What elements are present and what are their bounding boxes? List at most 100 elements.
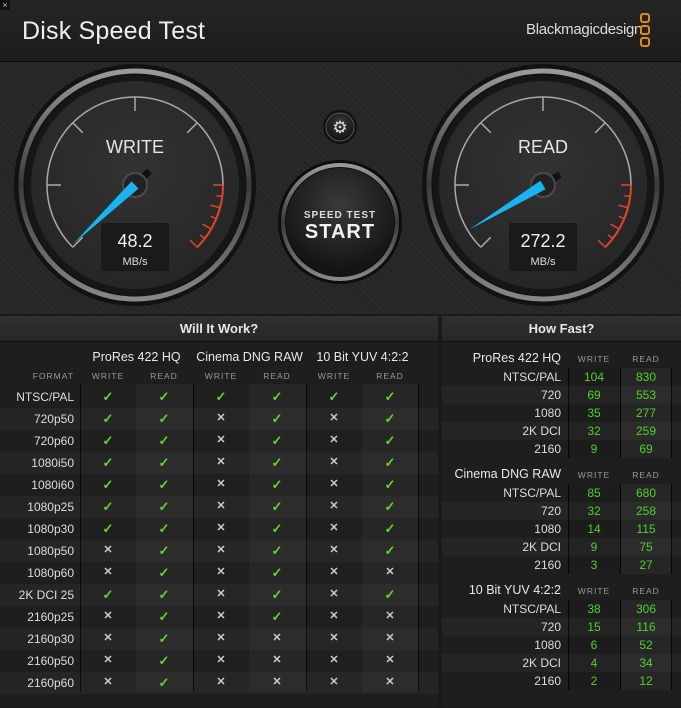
- how-fast-title: How Fast?: [442, 316, 681, 342]
- table-column-bg: [306, 384, 363, 692]
- cross-icon: ✕: [103, 610, 113, 622]
- write-fps: 35: [587, 406, 601, 420]
- read-fps: 258: [635, 504, 657, 518]
- check-icon: ✓: [158, 455, 170, 470]
- format-name: 2160p25: [27, 610, 74, 624]
- cross-icon: ✕: [103, 632, 113, 644]
- check-icon: ✓: [158, 433, 170, 448]
- check-icon: ✓: [102, 587, 114, 602]
- format-group-header: ProRes 422 HQ: [92, 350, 181, 364]
- check-icon: ✓: [328, 389, 340, 404]
- check-icon: ✓: [158, 631, 170, 646]
- check-icon: ✓: [158, 543, 170, 558]
- format-name: 720p60: [33, 434, 74, 448]
- format-name: 2160p60: [27, 676, 74, 690]
- check-icon: ✓: [271, 587, 283, 602]
- cross-icon: ✕: [329, 654, 339, 666]
- gauges-svg: WRITE 48.2 MB/s READ 272.2 MB/s ⚙ SPEED TEST…: [14, 64, 664, 306]
- read-fps: 75: [639, 540, 653, 554]
- codec-name: 10 Bit YUV 4:2:2: [468, 583, 561, 597]
- write-fps: 4: [590, 656, 598, 670]
- codec-name: Cinema DNG RAW: [454, 467, 562, 481]
- check-icon: ✓: [102, 389, 114, 404]
- table-column-bg: [620, 600, 672, 690]
- format-column-header: FORMAT: [32, 371, 74, 381]
- check-icon: ✓: [102, 499, 114, 514]
- gauge-tick: [480, 236, 492, 248]
- gauge-redline-tick: [216, 194, 223, 198]
- resolution-name: 2160: [534, 558, 561, 572]
- check-icon: ✓: [271, 609, 283, 624]
- read-fps: 52: [639, 638, 653, 652]
- results-area: Will It Work? ProRes 422 HQ Cinema DNG RA…: [0, 314, 681, 706]
- start-button[interactable]: SPEED TEST START: [278, 160, 402, 284]
- table-row: 2160p50 ✕ ✓ ✕ ✕ ✕ ✕: [0, 650, 438, 672]
- cross-icon: ✕: [329, 676, 339, 688]
- settings-button[interactable]: ⚙: [323, 110, 357, 144]
- table-row: NTSC/PAL 104 830: [442, 368, 681, 386]
- table-column-bg: [136, 384, 193, 692]
- check-icon: ✓: [384, 477, 396, 492]
- table-column-bg: [620, 484, 672, 574]
- gauge-redline-tick: [618, 204, 629, 209]
- write-fps: 85: [587, 486, 601, 500]
- read-fps: 69: [639, 442, 653, 456]
- gauge-unit: MB/s: [530, 256, 556, 268]
- check-icon: ✓: [158, 477, 170, 492]
- check-icon: ✓: [384, 499, 396, 514]
- read-fps: 115: [636, 522, 656, 536]
- close-button[interactable]: ×: [0, 0, 10, 10]
- read-fps: 259: [635, 424, 657, 438]
- cross-icon: ✕: [216, 654, 226, 666]
- read-column-header: READ: [263, 371, 291, 381]
- format-name: 1080p25: [27, 500, 74, 514]
- table-row: 2160 2 12: [442, 672, 681, 690]
- gauge-redline-tick: [210, 204, 221, 209]
- table-row: 1080p25 ✓ ✓ ✕ ✓ ✕ ✓: [0, 496, 438, 518]
- read-column-header: READ: [632, 586, 660, 596]
- format-name: 2160p30: [27, 632, 74, 646]
- cross-icon: ✕: [385, 654, 395, 666]
- write-column-header: WRITE: [577, 586, 611, 596]
- write-fps: 32: [587, 504, 601, 518]
- write-column-header: WRITE: [577, 470, 611, 480]
- table-row: 2K DCI 9 75: [442, 538, 681, 556]
- cross-icon: ✕: [385, 632, 395, 644]
- check-icon: ✓: [158, 411, 170, 426]
- write-fps: 32: [587, 424, 601, 438]
- table-row: 720p50 ✓ ✓ ✕ ✓ ✕ ✓: [0, 408, 438, 430]
- cross-icon: ✕: [329, 412, 339, 424]
- table-row: NTSC/PAL 85 680: [442, 484, 681, 502]
- gauge-needle: [469, 180, 546, 230]
- table-row: 2K DCI 4 34: [442, 654, 681, 672]
- gauge-ring: [18, 68, 252, 302]
- read-fps: 12: [639, 674, 653, 688]
- resolution-name: 1080: [534, 522, 561, 536]
- check-icon: ✓: [384, 587, 396, 602]
- gauge-readout-box: [101, 223, 169, 271]
- write-fps: 9: [590, 540, 598, 554]
- read-fps: 306: [635, 602, 657, 616]
- gauge-tick: [480, 122, 492, 134]
- how-fast-section-header: Cinema DNG RAW WRITE READ: [442, 466, 681, 484]
- table-row: NTSC/PAL ✓ ✓ ✓ ✓ ✓ ✓: [0, 386, 438, 408]
- format-name: 1080p30: [27, 522, 74, 536]
- check-icon: ✓: [271, 521, 283, 536]
- codec-name: ProRes 422 HQ: [472, 351, 561, 365]
- gauge-redline-tick: [624, 194, 631, 198]
- format-group-header: 10 Bit YUV 4:2:2: [316, 350, 409, 364]
- how-fast-panel: How Fast? ProRes 422 HQ WRITE READ NTSC/PAL…: [442, 316, 681, 706]
- check-icon: ✓: [384, 455, 396, 470]
- gauge-value: 272.2: [520, 231, 565, 251]
- start-button-label: START: [305, 221, 375, 243]
- gauge-label: READ: [518, 137, 568, 157]
- read-fps: 680: [635, 486, 657, 500]
- cross-icon: ✕: [385, 676, 395, 688]
- gauge-redline-tick: [607, 234, 614, 240]
- resolution-name: NTSC/PAL: [503, 370, 561, 384]
- resolution-name: 2K DCI: [522, 540, 561, 554]
- table-column-bg: [568, 368, 620, 458]
- table-row: 2160p60 ✕ ✓ ✕ ✕ ✕ ✕: [0, 672, 438, 694]
- resolution-name: 1080: [534, 406, 561, 420]
- read-fps: 27: [639, 558, 653, 572]
